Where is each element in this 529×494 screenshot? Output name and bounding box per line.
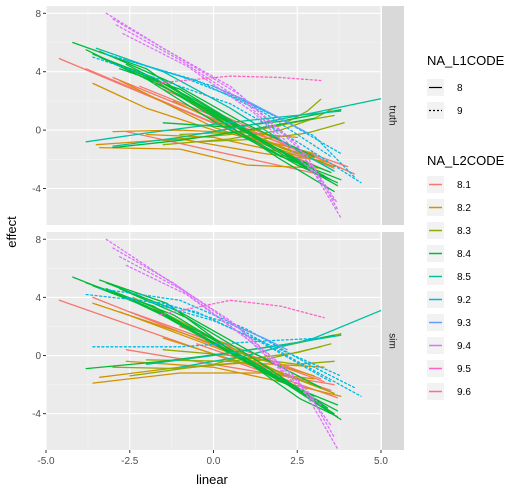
legend-label: 8.5 [457, 272, 471, 283]
series-line-9-4 [112, 247, 335, 438]
series-line-9-3 [212, 85, 308, 134]
y-tick-label: 8 [35, 235, 41, 246]
legend-title: NA_L1CODE [427, 53, 505, 68]
facet-label: truth [387, 105, 398, 125]
series-line-8-4 [132, 299, 335, 415]
series-line-9-2 [92, 56, 362, 184]
series-line-8-4 [105, 282, 322, 389]
series-layer [58, 238, 381, 450]
series-line-9-2 [85, 293, 362, 397]
x-axis-title: linear [196, 472, 228, 487]
y-axis-title: effect [4, 216, 19, 248]
series-line-8-2 [145, 133, 329, 163]
strips-layer: truth sim [382, 6, 404, 450]
series-line-8-1 [125, 130, 325, 177]
legend-linetype: NA_L1CODE 8 9 [427, 53, 505, 119]
y-tick-label: 4 [35, 293, 41, 304]
series-line-8-1 [179, 325, 322, 380]
facet-label: sim [387, 333, 398, 349]
series-line-8-3 [112, 346, 322, 370]
series-line-8-3 [162, 349, 335, 365]
panel-truth: -4 0 4 8 [32, 6, 382, 225]
facet-strip [382, 232, 404, 450]
facet-strip [382, 6, 404, 225]
legend-key [427, 102, 444, 119]
series-line-9-4 [119, 256, 332, 426]
panels-layer: -4 0 4 8 -4 0 4 8 [32, 6, 382, 450]
series-line-8-5 [112, 98, 381, 147]
x-tick-label: 5.0 [374, 456, 388, 467]
x-tick-label: -5.0 [37, 456, 55, 467]
panel-sim: -4 0 4 8 [32, 232, 382, 450]
legend-label: 9.2 [457, 295, 471, 306]
y-tick-label: 4 [35, 67, 41, 78]
legend-label: 8.3 [457, 226, 471, 237]
series-line-9-4 [125, 264, 322, 406]
legend-label: 8 [457, 83, 463, 94]
series-line-9-4 [122, 33, 335, 201]
series-layer [58, 12, 381, 219]
x-tick-label: -2.5 [121, 456, 139, 467]
legend-label: 9 [457, 106, 463, 117]
legend-label: 8.4 [457, 249, 471, 260]
series-line-8-5 [145, 334, 342, 365]
series-line-9-4 [105, 238, 339, 450]
series-line-9-2 [98, 288, 355, 389]
series-line-9-3 [229, 322, 288, 351]
series-line-9-4 [115, 24, 339, 204]
legends: NA_L1CODE 8 9 NA_L2CODE 8.1 8.2 8.3 8.4 8.5 9.2 9.… [427, 53, 505, 400]
y-tick-label: 0 [35, 351, 41, 362]
legend-title: NA_L2CODE [427, 153, 505, 168]
legend-label: 9.4 [457, 341, 471, 352]
legend-label: 9.5 [457, 364, 471, 375]
legend-colour: NA_L2CODE 8.1 8.2 8.3 8.4 8.5 9.2 9.3 9.4 9.5 9.6 [427, 153, 505, 400]
legend-label: 8.1 [457, 180, 471, 191]
series-line-8-2 [125, 360, 342, 397]
x-tick-label: 2.5 [290, 456, 304, 467]
y-tick-label: -4 [32, 409, 41, 420]
x-tick-label: 0.0 [207, 456, 221, 467]
y-tick-label: -4 [32, 184, 41, 195]
series-line-8-4 [72, 41, 335, 193]
series-line-9-5 [159, 299, 325, 319]
y-tick-label: 0 [35, 126, 41, 137]
x-axis: -5.0 -2.5 0.0 2.5 5.0 [37, 450, 388, 467]
legend-label: 9.6 [457, 387, 471, 398]
series-line-9-2 [92, 337, 322, 348]
series-line-8-2 [98, 146, 322, 169]
legend-label: 9.3 [457, 318, 471, 329]
legend-label: 8.2 [457, 203, 471, 214]
y-tick-label: 8 [35, 9, 41, 20]
series-line-9-4 [112, 18, 339, 210]
series-line-8-4 [98, 50, 315, 158]
